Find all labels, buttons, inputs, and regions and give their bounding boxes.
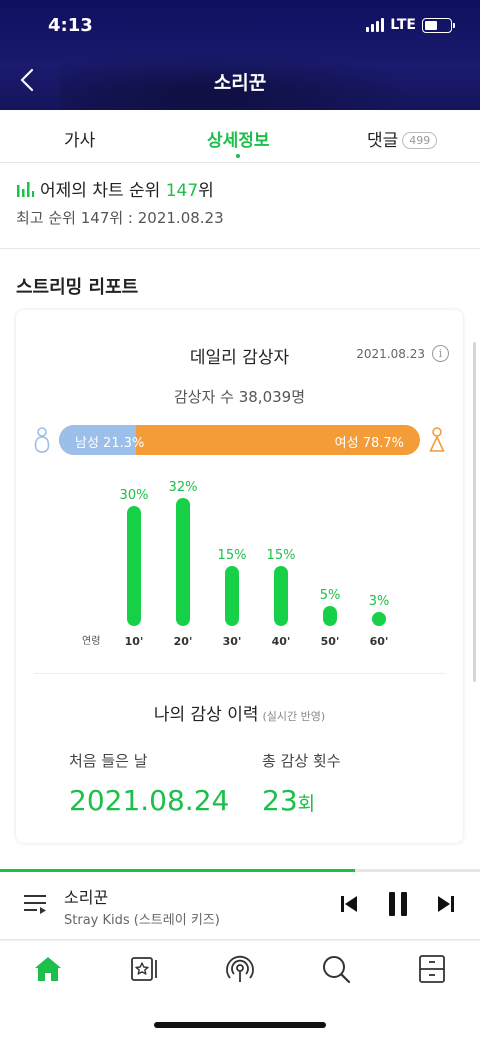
tab-label: 상세정보	[207, 131, 270, 151]
rank-value: 147	[165, 181, 199, 201]
age-bar-value-label: 32%	[168, 480, 198, 495]
mini-player[interactable]: 소리꾼 Stray Kids (스트레이 키즈)	[0, 872, 480, 940]
age-bar	[127, 506, 141, 626]
search-icon	[323, 956, 351, 984]
tab-lyrics[interactable]: 가사	[64, 126, 95, 151]
chart-bars-icon	[17, 181, 34, 197]
back-button[interactable]	[14, 64, 40, 96]
tab-label: 가사	[64, 131, 96, 151]
age-bar-value-label: 30%	[119, 488, 149, 503]
play-count-unit: 회	[297, 793, 316, 815]
streaming-report-section: 스트리밍 리포트 데일리 감상자 2021.08.23 i 감상자 수 38,0…	[0, 249, 480, 869]
age-bar	[372, 612, 386, 626]
player-track-title: 소리꾼	[64, 888, 109, 907]
age-tick-label: 50'	[320, 635, 340, 648]
age-axis-label: 연령	[82, 636, 101, 647]
age-tick-label: 30'	[222, 635, 242, 648]
page-title: 소리꾼	[213, 72, 267, 94]
comment-count-badge: 499	[402, 132, 438, 149]
playback-progress-bar[interactable]	[0, 869, 480, 872]
card-title: 데일리 감상자	[189, 348, 290, 368]
tab-comments[interactable]: 댓글 499	[367, 126, 438, 151]
network-label: LTE	[390, 17, 416, 33]
age-bar	[274, 566, 288, 626]
rank-prefix: 어제의 차트 순위	[40, 181, 161, 201]
age-tick-label: 20'	[173, 635, 193, 648]
gender-ratio-bar: 남성 21.3% 여성 78.7%	[59, 425, 420, 455]
age-bar	[225, 566, 239, 626]
library-icon	[131, 957, 157, 981]
age-bar-value-label: 15%	[266, 548, 296, 563]
age-tick-label: 60'	[369, 635, 389, 648]
broadcast-icon	[226, 955, 254, 982]
nav-library[interactable]	[124, 951, 164, 987]
storage-icon	[419, 955, 445, 983]
playback-progress-fill	[0, 869, 356, 872]
my-history-title: 나의 감상 이력 (실시간 반영)	[16, 700, 463, 725]
age-tick-label: 40'	[271, 635, 291, 648]
male-ratio-label: 남성 21.3%	[75, 436, 145, 451]
age-bar-value-label: 15%	[217, 548, 247, 563]
divider	[34, 673, 445, 674]
yesterday-rank[interactable]: 어제의 차트 순위 147위	[16, 176, 214, 201]
age-bar-column: 15% 30'	[212, 470, 252, 660]
best-rank: 최고 순위 147위 : 2021.08.23	[16, 209, 224, 227]
play-count-label: 총 감상 횟수	[262, 752, 341, 770]
age-bar-value-label: 5%	[319, 588, 341, 603]
age-bar-column: 30% 10'	[114, 470, 154, 660]
age-distribution-chart: 연령 30% 10' 32% 20' 15% 30' 15% 40' 5% 50' 3% 60'	[16, 470, 463, 660]
status-bar: 4:13 LTE	[0, 0, 480, 50]
play-count-value: 23회	[262, 784, 315, 817]
play-count-number: 23	[262, 784, 298, 817]
report-date: 2021.08.23	[356, 347, 425, 361]
first-listen-label: 처음 들은 날	[69, 752, 148, 770]
nav-broadcast[interactable]	[220, 951, 260, 987]
signal-icon	[366, 18, 385, 32]
my-history-subtitle: (실시간 반영)	[262, 710, 326, 723]
tab-details[interactable]: 상세정보	[207, 126, 270, 158]
previous-track-button[interactable]	[339, 894, 359, 914]
female-ratio-label: 여성 78.7%	[334, 436, 404, 451]
scrollbar[interactable]	[473, 342, 476, 682]
listener-count: 감상자 수 38,039명	[173, 388, 306, 406]
age-bar-column: 15% 40'	[261, 470, 301, 660]
age-bar-column: 5% 50'	[310, 470, 350, 660]
nav-storage[interactable]	[412, 951, 452, 987]
age-bar-value-label: 3%	[368, 594, 390, 609]
age-bar-column: 32% 20'	[163, 470, 203, 660]
female-icon	[429, 427, 445, 452]
info-icon[interactable]: i	[432, 345, 449, 362]
status-indicators: LTE	[366, 17, 455, 33]
active-tab-indicator	[236, 154, 241, 158]
tab-bar: 가사 상세정보 댓글 499	[0, 110, 480, 163]
first-listen-date: 2021.08.24	[69, 784, 230, 817]
player-artist: Stray Kids (스트레이 키즈)	[64, 913, 220, 928]
rank-suffix: 위	[198, 181, 214, 201]
male-ratio-fill	[59, 425, 136, 455]
battery-icon	[422, 17, 455, 33]
age-tick-label: 10'	[124, 635, 144, 648]
nav-home[interactable]	[28, 951, 68, 987]
nav-search[interactable]	[316, 951, 356, 987]
my-history-title-text: 나의 감상 이력	[153, 705, 259, 725]
home-icon	[35, 957, 61, 981]
pause-button[interactable]	[386, 890, 410, 918]
header: 4:13 LTE 소리꾼	[0, 0, 480, 110]
daily-listeners-card: 데일리 감상자 2021.08.23 i 감상자 수 38,039명 남성 21…	[16, 310, 463, 843]
header-background-art	[60, 50, 420, 110]
home-indicator	[154, 1022, 326, 1028]
age-bar-column: 3% 60'	[359, 470, 399, 660]
male-icon	[34, 427, 50, 453]
bottom-navigation	[0, 941, 480, 1038]
tab-label: 댓글	[367, 131, 399, 151]
chevron-left-icon	[20, 68, 34, 92]
chart-rank-section: 어제의 차트 순위 147위 최고 순위 147위 : 2021.08.23	[0, 163, 480, 249]
section-title: 스트리밍 리포트	[16, 277, 139, 298]
status-time: 4:13	[48, 15, 93, 36]
next-track-button[interactable]	[436, 894, 456, 914]
age-bar	[176, 498, 190, 626]
age-bar	[323, 606, 337, 626]
playlist-icon[interactable]	[22, 892, 48, 916]
